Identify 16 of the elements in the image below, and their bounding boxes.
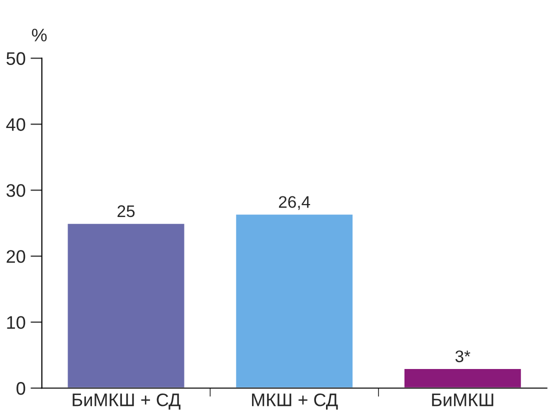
x-tick-label: БиМКШ — [432, 394, 494, 406]
y-tick-label: 20 — [6, 250, 26, 263]
data-label: 26,4 — [278, 196, 310, 210]
y-tick-label: 30 — [6, 184, 26, 197]
bar — [403, 368, 522, 388]
y-tick-label: 50 — [6, 52, 26, 65]
data-label: 25 — [118, 205, 135, 218]
y-axis-title: % — [32, 28, 47, 42]
y-tick-label: 40 — [6, 118, 26, 131]
bar — [234, 213, 354, 388]
y-tick-label: 0 — [16, 382, 26, 395]
y-tick-label: 10 — [7, 316, 26, 329]
data-label: 3* — [455, 350, 470, 362]
x-tick-label: МКШ + СД — [252, 393, 338, 410]
x-tick-label: БиМКШ + СД — [72, 393, 180, 410]
bar — [66, 222, 186, 388]
